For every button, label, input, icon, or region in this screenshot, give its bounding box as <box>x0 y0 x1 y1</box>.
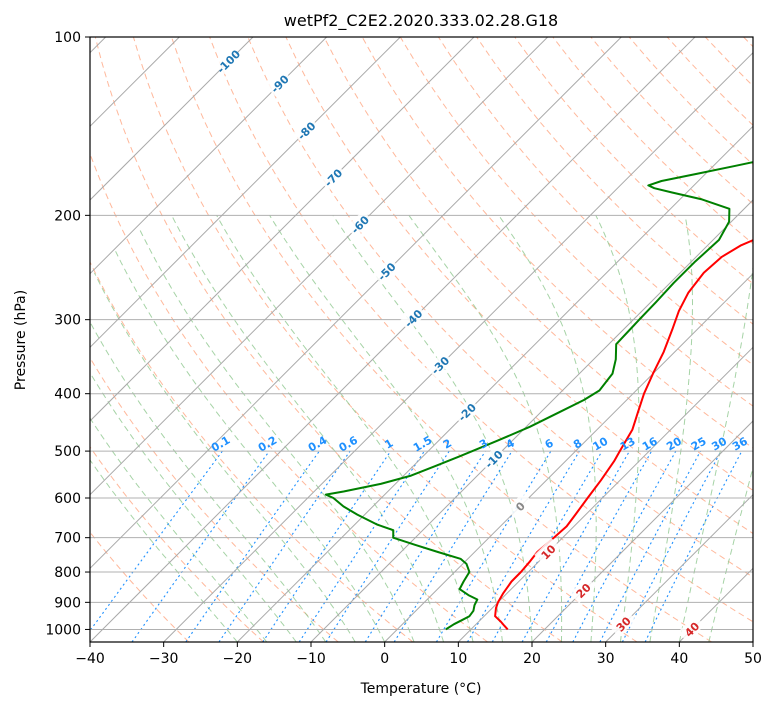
y-tick-label: 500 <box>54 444 81 460</box>
chart-title: wetPf2_C2E2.2020.333.02.28.G18 <box>284 11 558 31</box>
x-tick-label: 40 <box>670 651 688 667</box>
x-tick-label: −40 <box>75 651 105 667</box>
y-tick-label: 100 <box>54 30 81 46</box>
y-tick-label: 600 <box>54 491 81 507</box>
x-tick-label: −20 <box>223 651 253 667</box>
y-tick-label: 900 <box>54 595 81 611</box>
x-tick-label: 10 <box>449 651 467 667</box>
x-tick-label: −30 <box>149 651 179 667</box>
y-tick-label: 700 <box>54 531 81 547</box>
x-tick-label: 20 <box>523 651 541 667</box>
x-tick-label: −10 <box>296 651 326 667</box>
x-tick-label: 0 <box>380 651 389 667</box>
y-tick-label: 200 <box>54 208 81 224</box>
y-tick-label: 800 <box>54 565 81 581</box>
y-tick-label: 300 <box>54 313 81 329</box>
x-tick-label: 50 <box>744 651 762 667</box>
x-tick-label: 30 <box>597 651 615 667</box>
y-tick-label: 1000 <box>45 622 81 638</box>
x-axis-title: Temperature (°C) <box>360 681 482 697</box>
y-axis-title: Pressure (hPa) <box>13 290 29 390</box>
y-tick-label: 400 <box>54 387 81 403</box>
